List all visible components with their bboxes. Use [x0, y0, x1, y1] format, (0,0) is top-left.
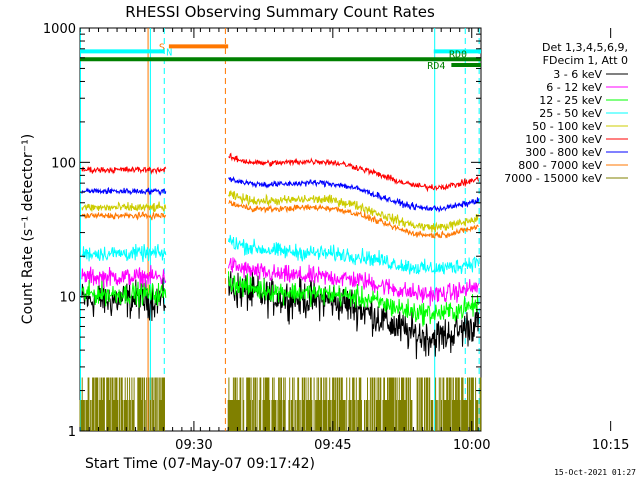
x-axis-label: Start Time (07-May-07 09:17:42): [85, 456, 315, 472]
plot-area: S N RD0 RD4: [79, 27, 482, 432]
vertical-markers: [79, 28, 480, 431]
y-tick-label: 100: [51, 156, 76, 171]
legend-header-line-2: FDecim 1, Att 0: [543, 54, 628, 67]
x-tick-label: 10:00: [453, 438, 490, 453]
legend-label: 6 - 12 keV: [546, 81, 602, 94]
series-line: [81, 257, 480, 307]
flag-label: N: [166, 47, 172, 58]
y-axis-label: Count Rate (s⁻¹ detector⁻¹): [20, 134, 36, 324]
series-line: [81, 271, 480, 327]
legend-label: 800 - 7000 keV: [518, 159, 602, 172]
plot-frame: [79, 27, 482, 432]
legend-label: 25 - 50 keV: [539, 107, 602, 120]
x-tick-label: 09:45: [314, 438, 351, 453]
legend-label: 100 - 300 keV: [525, 133, 602, 146]
series-line: [81, 200, 479, 239]
x-tick-label: 10:15: [592, 438, 629, 453]
legend-label: 3 - 6 keV: [553, 68, 602, 81]
flag-bars: S N RD0 RD4: [80, 42, 481, 72]
legend-label: 7000 - 15000 keV: [504, 172, 602, 185]
legend-label: 300 - 800 keV: [525, 146, 602, 159]
x-tick-label: 09:30: [175, 438, 212, 453]
series-line: [79, 377, 482, 431]
series-group: [79, 152, 482, 431]
y-tick-label: 1: [68, 425, 76, 440]
legend-header-line-1: Det 1,3,4,5,6,9,: [542, 41, 628, 54]
series-line: [81, 175, 480, 213]
legend-label: 50 - 100 keV: [532, 120, 602, 133]
y-tick-label: 1000: [43, 22, 76, 37]
flag-label: S: [159, 42, 165, 53]
flag-label: RD0: [449, 49, 467, 60]
y-axis: 1 10 100 1000: [43, 22, 481, 440]
y-tick-label: 10: [59, 291, 76, 306]
series-line: [81, 190, 479, 233]
legend: Det 1,3,4,5,6,9, FDecim 1, Att 0 3 - 6 k…: [504, 41, 628, 185]
series-line: [81, 152, 480, 193]
legend-label: 12 - 25 keV: [539, 94, 602, 107]
series-line: [81, 234, 480, 275]
chart-title: RHESSI Observing Summary Count Rates: [125, 3, 435, 21]
timestamp: 15-Oct-2021 01:27: [554, 468, 636, 477]
flag-label: RD4: [427, 61, 445, 72]
